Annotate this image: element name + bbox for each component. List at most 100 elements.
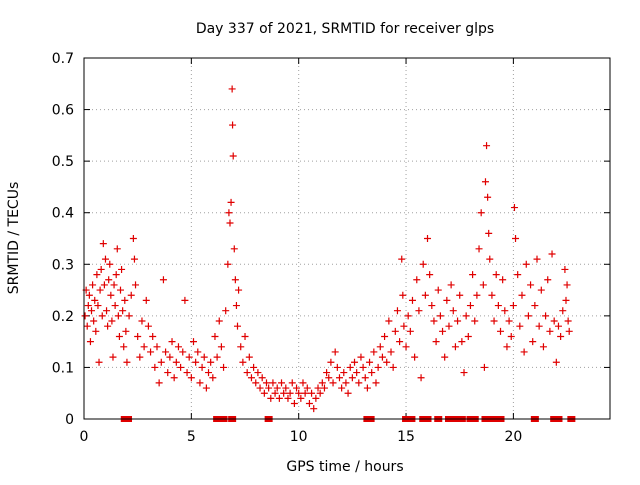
data-point: [372, 379, 380, 387]
data-point: [484, 193, 492, 201]
data-point: [217, 343, 225, 351]
data-point: [415, 307, 423, 315]
data-point: [166, 353, 174, 361]
data-point: [518, 291, 526, 299]
data-point: [524, 312, 532, 320]
data-point: [522, 260, 530, 268]
data-point: [486, 255, 494, 263]
data-point: [342, 379, 350, 387]
data-point: [187, 374, 195, 382]
data-point: [552, 358, 560, 366]
data-point: [346, 363, 354, 371]
data-point: [353, 369, 361, 377]
data-point: [136, 353, 144, 361]
y-tick-label: 0.1: [52, 360, 74, 376]
data-point: [116, 286, 124, 294]
data-point: [471, 317, 479, 325]
data-point: [464, 332, 472, 340]
data-point: [399, 291, 407, 299]
data-point: [385, 317, 393, 325]
data-point: [271, 389, 279, 397]
data-point: [96, 286, 104, 294]
data-point: [563, 281, 571, 289]
data-point: [222, 307, 230, 315]
data-point: [194, 348, 202, 356]
data-point: [273, 384, 281, 392]
data-point: [381, 332, 389, 340]
data-point: [185, 353, 193, 361]
data-point: [466, 302, 474, 310]
data-point: [225, 209, 233, 217]
data-point: [314, 384, 322, 392]
data-point: [357, 353, 365, 361]
data-point: [293, 384, 301, 392]
data-point: [243, 369, 251, 377]
data-point: [129, 235, 137, 242]
data-point: [234, 322, 242, 330]
data-point: [348, 374, 356, 382]
data-point: [318, 379, 326, 387]
data-point: [512, 235, 520, 242]
y-tick-label: 0.6: [52, 103, 74, 119]
data-point: [366, 358, 374, 366]
data-point: [118, 265, 126, 273]
data-point: [475, 245, 483, 253]
data-point: [245, 353, 253, 361]
data-point: [108, 317, 116, 325]
data-point: [177, 363, 185, 371]
data-point: [299, 379, 307, 387]
data-point: [153, 343, 161, 351]
data-point: [374, 363, 382, 371]
data-point: [451, 343, 459, 351]
data-point: [503, 343, 511, 351]
x-tick-label: 0: [80, 429, 89, 445]
data-point: [359, 363, 367, 371]
data-point: [323, 369, 331, 377]
data-point: [149, 332, 157, 340]
data-point: [308, 389, 316, 397]
data-point: [443, 296, 451, 304]
data-point: [105, 276, 113, 284]
data-point: [202, 384, 210, 392]
data-point: [494, 302, 502, 310]
data-point: [151, 363, 159, 371]
data-point: [280, 389, 288, 397]
data-point: [192, 358, 200, 366]
data-point: [329, 379, 337, 387]
data-point: [458, 338, 466, 346]
data-point: [480, 363, 488, 371]
data-point: [559, 307, 567, 315]
data-point: [510, 204, 518, 212]
data-point: [232, 302, 240, 310]
data-point: [170, 374, 178, 382]
data-point: [370, 348, 378, 356]
data-point: [97, 265, 105, 273]
data-points: [81, 85, 576, 422]
data-point: [514, 271, 522, 279]
data-point: [207, 358, 215, 366]
data-point: [237, 343, 245, 351]
data-point: [529, 338, 537, 346]
data-point: [333, 363, 341, 371]
data-point: [561, 265, 569, 273]
data-point: [230, 245, 238, 253]
data-point: [231, 276, 239, 284]
data-point: [288, 379, 296, 387]
data-point: [554, 322, 562, 330]
data-point: [109, 353, 117, 361]
data-point: [368, 369, 376, 377]
data-point: [101, 255, 109, 263]
data-point: [112, 271, 120, 279]
data-point: [114, 312, 122, 320]
data-point: [130, 255, 138, 263]
data-point: [122, 327, 130, 335]
data-point: [340, 369, 348, 377]
data-point: [235, 286, 243, 294]
y-tick-label: 0.2: [52, 309, 74, 325]
data-point: [398, 255, 406, 263]
data-point: [228, 85, 236, 93]
data-point: [411, 353, 419, 361]
data-point: [516, 322, 524, 330]
grid-lines: [84, 58, 610, 419]
